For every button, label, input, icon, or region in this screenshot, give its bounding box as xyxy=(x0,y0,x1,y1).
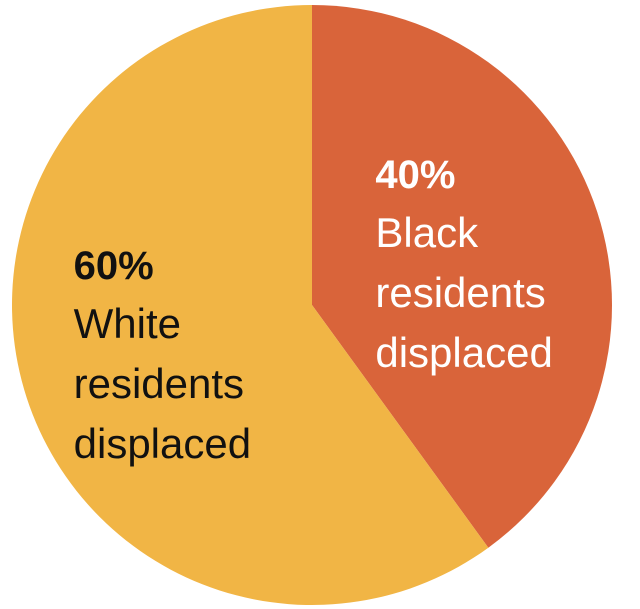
pie-slice xyxy=(11,5,489,605)
slice-label: 40% Black residents displaced xyxy=(375,147,585,383)
value-label: 60% xyxy=(73,244,154,289)
pie-slice xyxy=(312,5,613,548)
value-label: 40% xyxy=(375,152,456,197)
slice-label: 60% White residents displaced xyxy=(74,238,284,474)
category-label: White residents displaced xyxy=(73,300,252,468)
category-label: Black residents displaced xyxy=(375,208,553,376)
